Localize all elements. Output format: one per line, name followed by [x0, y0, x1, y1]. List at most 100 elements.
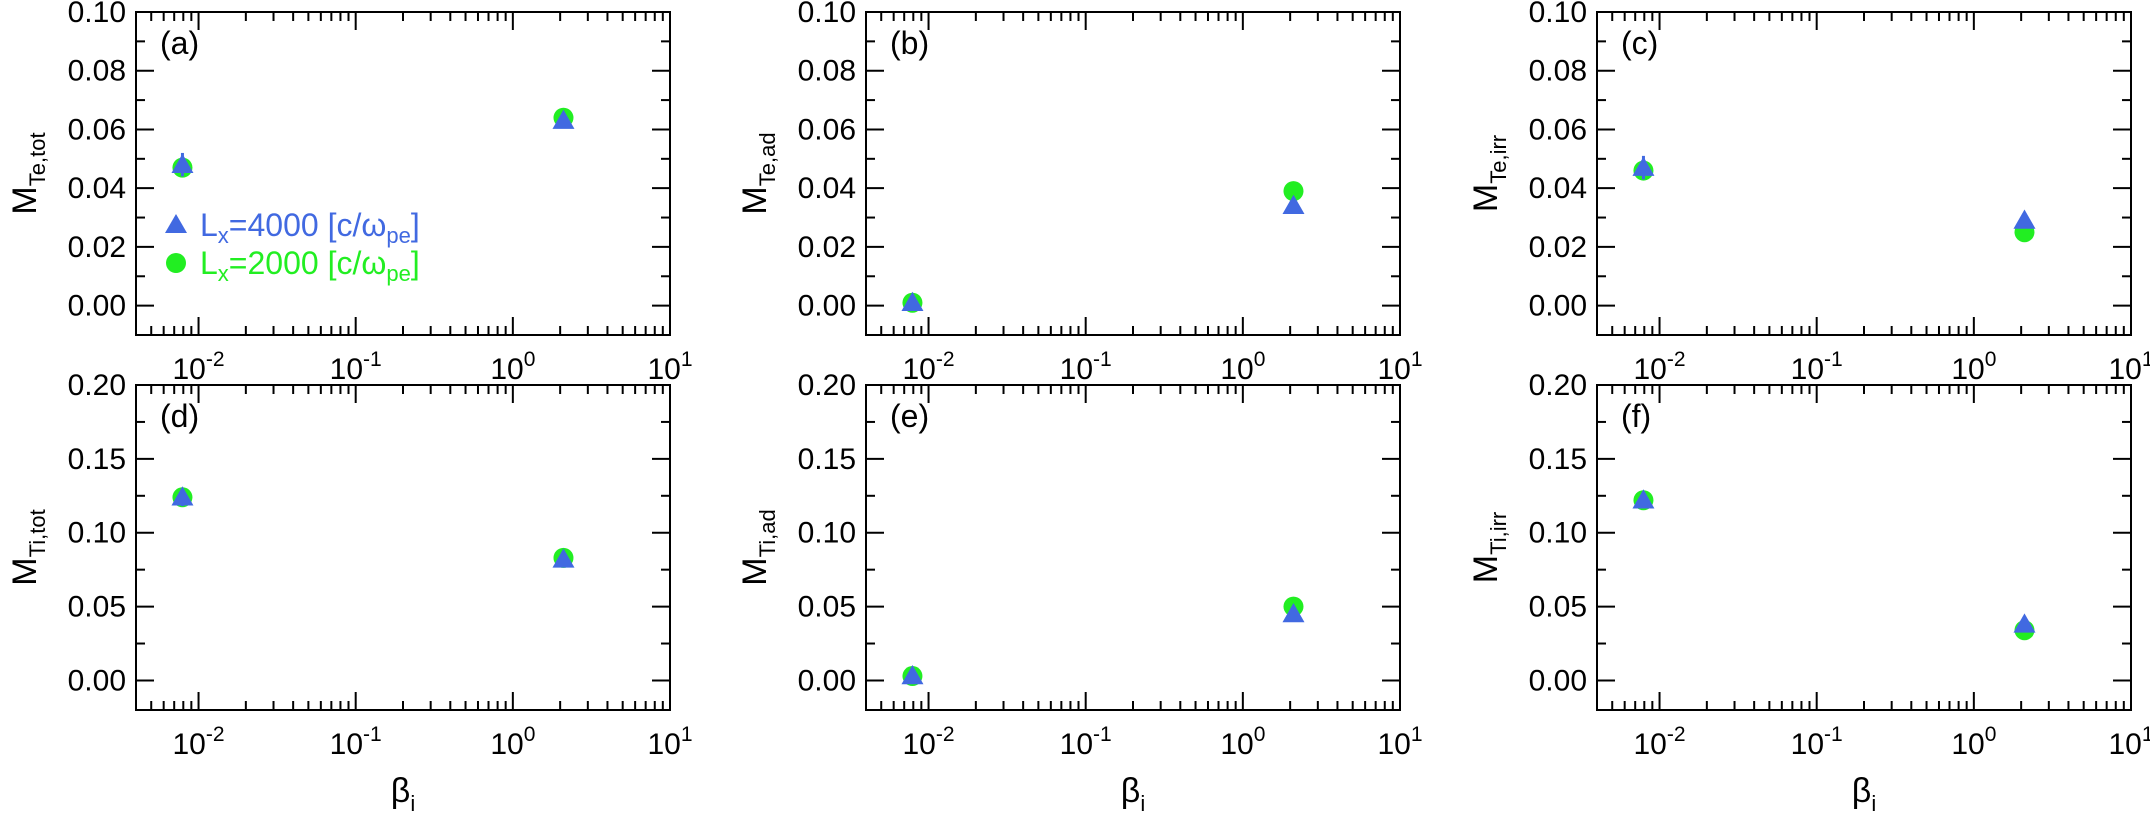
- x-axis-label: βi: [1121, 772, 1145, 814]
- x-tick-base: 10: [173, 728, 206, 761]
- lx4000-point: [1282, 194, 1305, 215]
- y-tick-label: 0.05: [1529, 591, 1587, 624]
- legend-sub: x: [218, 223, 229, 248]
- panel-label: (f): [1621, 398, 1651, 434]
- y-axis-label-main: M: [736, 557, 774, 585]
- x-tick-exponent: -1: [363, 348, 382, 371]
- x-tick-exponent: -1: [363, 723, 382, 746]
- lx4000-point: [1632, 489, 1655, 509]
- x-tick-exponent: -2: [206, 348, 225, 371]
- y-axis-label: MTi,tot: [6, 509, 50, 585]
- x-tick-base: 10: [1951, 728, 1984, 761]
- x-tick-exponent: -2: [936, 723, 955, 746]
- x-tick-label: 101: [2108, 723, 2150, 761]
- legend-suffix: ]: [411, 207, 420, 243]
- y-tick-label: 0.04: [1529, 172, 1587, 205]
- legend-entry-lx4000: Lx=4000 [c/ωpe]: [200, 207, 420, 248]
- plot-frame: [865, 11, 1401, 336]
- y-tick-label: 0.00: [1529, 664, 1587, 697]
- y-tick-label: 0.08: [798, 55, 856, 88]
- x-tick-base: 10: [1220, 728, 1253, 761]
- panel-label: (d): [160, 398, 199, 434]
- y-tick-label: 0.06: [68, 113, 126, 146]
- lx4000-point: [1282, 602, 1305, 623]
- x-tick-label: 10-1: [1791, 348, 1843, 386]
- x-tick-label: 10-1: [330, 723, 382, 761]
- x-tick-exponent: 1: [681, 348, 693, 371]
- x-tick-exponent: -2: [936, 348, 955, 371]
- x-tick-base: 10: [330, 728, 363, 761]
- y-tick-label: 0.04: [798, 172, 856, 205]
- x-tick-base: 10: [2108, 728, 2141, 761]
- x-tick-base: 10: [173, 353, 206, 386]
- y-axis-label-main: M: [6, 557, 44, 585]
- plot-frame: [135, 11, 671, 336]
- x-axis-label-sub: i: [410, 791, 415, 814]
- legend-prefix: L: [200, 245, 218, 281]
- y-tick-label: 0.10: [1529, 517, 1587, 550]
- panel-label: (b): [890, 25, 929, 61]
- x-tick-base: 10: [1377, 728, 1410, 761]
- x-tick-base: 10: [330, 353, 363, 386]
- x-tick-base: 10: [903, 353, 936, 386]
- x-tick-base: 10: [490, 728, 523, 761]
- x-tick-label: 100: [1951, 723, 1996, 761]
- y-tick-label: 0.06: [798, 113, 856, 146]
- x-tick-label: 10-1: [1060, 723, 1112, 761]
- lx4000-point: [552, 109, 575, 129]
- y-tick-label: 0.08: [68, 55, 126, 88]
- lx4000-point: [171, 486, 194, 506]
- y-tick-label: 0.08: [1529, 55, 1587, 88]
- lx4000-point: [2013, 613, 2036, 633]
- y-tick-label: 0.15: [68, 443, 126, 476]
- y-tick-label: 0.10: [1529, 0, 1587, 29]
- y-axis-label-sub: Te,ad: [755, 132, 780, 186]
- y-axis-label: MTi,irr: [1467, 512, 1511, 584]
- x-tick-label: 10-2: [173, 348, 225, 386]
- plot-frame: [865, 384, 1401, 711]
- y-tick-label: 0.00: [1529, 290, 1587, 323]
- x-tick-base: 10: [903, 728, 936, 761]
- y-tick-label: 0.05: [68, 591, 126, 624]
- x-tick-label: 100: [490, 723, 535, 761]
- x-tick-exponent: 0: [1985, 348, 1997, 371]
- y-tick-label: 0.10: [68, 517, 126, 550]
- plot-frame: [135, 384, 671, 711]
- x-tick-exponent: -2: [206, 723, 225, 746]
- y-tick-label: 0.00: [798, 290, 856, 323]
- x-tick-exponent: 1: [681, 723, 693, 746]
- y-tick-label: 0.00: [68, 290, 126, 323]
- legend-prefix: L: [200, 207, 218, 243]
- y-axis-label: MTe,ad: [736, 132, 780, 214]
- lx4000-point: [901, 665, 924, 685]
- y-tick-label: 0.00: [798, 664, 856, 697]
- x-tick-label: 101: [1377, 723, 1422, 761]
- y-axis-label-sub: Ti,ad: [755, 509, 780, 557]
- y-tick-label: 0.20: [1529, 369, 1587, 402]
- x-tick-exponent: -2: [1667, 348, 1686, 371]
- y-axis-label-main: M: [6, 186, 44, 214]
- x-tick-base: 10: [1060, 728, 1093, 761]
- x-tick-label: 100: [1951, 348, 1996, 386]
- x-tick-label: 101: [647, 348, 692, 386]
- x-tick-base: 10: [1060, 353, 1093, 386]
- x-tick-exponent: 0: [1254, 723, 1266, 746]
- y-axis-label-sub: Ti,irr: [1486, 512, 1511, 555]
- y-tick-label: 0.06: [1529, 113, 1587, 146]
- panel-label: (a): [160, 25, 199, 61]
- x-tick-label: 10-2: [903, 723, 955, 761]
- x-tick-base: 10: [647, 353, 680, 386]
- x-tick-base: 10: [1951, 353, 1984, 386]
- lx4000-point: [901, 291, 924, 311]
- y-axis-label: MTe,tot: [6, 132, 50, 214]
- x-tick-exponent: 0: [524, 723, 536, 746]
- y-tick-label: 0.05: [798, 591, 856, 624]
- lx4000-point: [2013, 209, 2036, 229]
- x-tick-base: 10: [647, 728, 680, 761]
- panel-label: (c): [1621, 25, 1658, 61]
